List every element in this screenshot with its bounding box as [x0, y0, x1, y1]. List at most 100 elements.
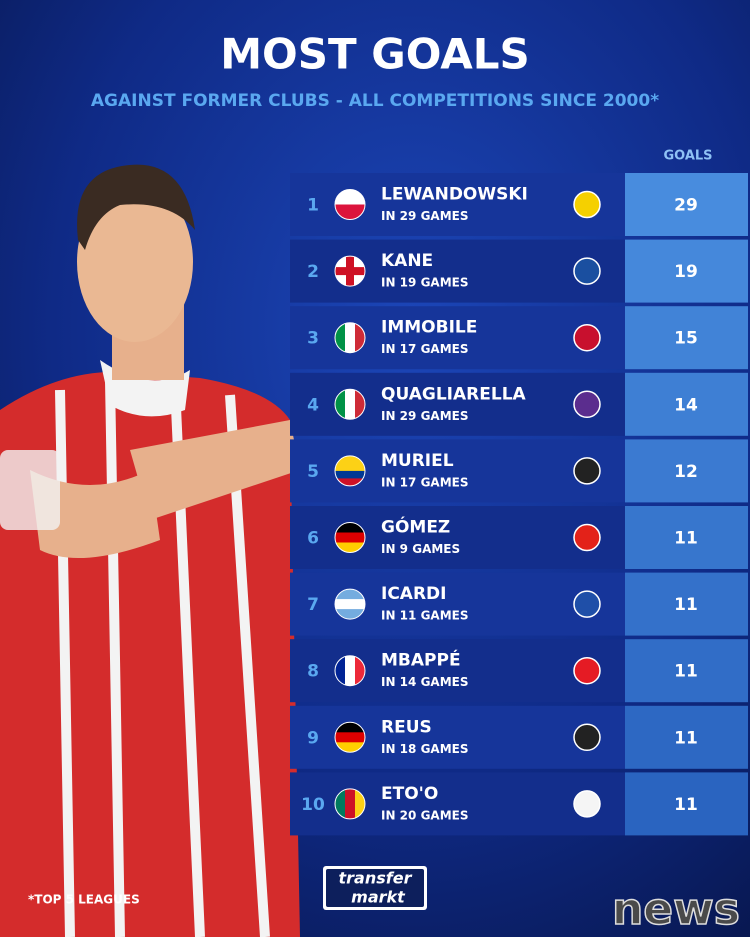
subtitle: AGAINST FORMER CLUBS - ALL COMPETITIONS …: [91, 91, 659, 111]
flag-part: [345, 788, 356, 819]
flag-part: [335, 478, 365, 486]
flag-part: [335, 722, 365, 733]
flag-part: [335, 788, 346, 819]
flag: [335, 722, 365, 753]
goals-cell: [625, 439, 748, 503]
flag-part: [335, 609, 365, 620]
flag-part: [335, 532, 365, 543]
games: IN 29 GAMES: [381, 409, 468, 423]
flag-part: [335, 522, 365, 533]
player-name: GÓMEZ: [381, 516, 450, 538]
player-name: ICARDI: [381, 584, 447, 604]
player-name: KANE: [381, 251, 433, 271]
flag: [335, 256, 365, 287]
flag-part: [335, 599, 365, 610]
brand-logo: transfer markt: [323, 866, 427, 910]
flag-part: [335, 589, 365, 600]
rank: 2: [307, 262, 319, 282]
rank: 8: [307, 662, 319, 682]
ranking-table: 1 LEWANDOWSKI IN 29 GAMES 29 2 KANE IN 19 GAME…: [290, 173, 748, 836]
player-name: MBAPPÉ: [381, 649, 461, 671]
goals-cell: [625, 306, 748, 370]
rank: 1: [307, 196, 319, 216]
flag-part: [335, 732, 365, 743]
rank: 5: [307, 462, 319, 482]
flag-part: [355, 322, 365, 353]
goals: 11: [674, 529, 698, 549]
games: IN 29 GAMES: [381, 209, 468, 223]
goals: 11: [674, 728, 698, 748]
flag: [335, 455, 365, 486]
watermark: news: [612, 884, 740, 935]
player-name: IMMOBILE: [381, 318, 477, 338]
goals-cell: [625, 173, 748, 236]
flag-part: [335, 463, 365, 472]
rank: 4: [307, 395, 319, 415]
flag-part: [335, 542, 365, 553]
flag-border: [334, 189, 366, 220]
rank: 9: [307, 728, 319, 748]
table-row: 2 KANE IN 19 GAMES 19: [290, 239, 748, 303]
flag-border: [334, 255, 366, 287]
flag-part: [355, 389, 365, 420]
player-name: MURIEL: [381, 451, 454, 471]
goals: 11: [674, 795, 698, 815]
flag-part: [335, 455, 365, 464]
flag-border: [334, 455, 366, 487]
flag: [335, 522, 365, 553]
goals: 19: [674, 262, 698, 282]
goals-cell: [625, 639, 748, 703]
rank: 7: [307, 595, 319, 615]
games: IN 20 GAMES: [381, 808, 468, 822]
games: IN 19 GAMES: [381, 276, 468, 290]
flag-part: [345, 389, 356, 420]
flag-part: [335, 655, 346, 686]
table-row: 3 IMMOBILE IN 17 GAMES 15: [290, 306, 748, 370]
footnote: *TOP 5 LEAGUES: [28, 893, 140, 907]
club-badge: [573, 790, 601, 818]
club-badge: [573, 190, 601, 219]
flag-border: [334, 588, 366, 620]
flag: [335, 589, 365, 620]
club-badge: [573, 323, 601, 352]
goals: 11: [674, 595, 698, 615]
games: IN 9 GAMES: [381, 542, 460, 556]
player-name: ETO'O: [381, 784, 438, 804]
goals-cell: [625, 239, 748, 303]
rank: 10: [301, 795, 325, 815]
logo-line1: transfer: [339, 869, 413, 888]
flag: [335, 322, 365, 353]
goals-cell: [625, 506, 748, 569]
table-row: 9 REUS IN 18 GAMES 11: [290, 705, 748, 769]
table-row: 8 MBAPPÉ IN 14 GAMES 11: [290, 639, 748, 703]
club-badge: [573, 390, 601, 419]
flag-border: [334, 655, 366, 687]
flag-border: [334, 788, 366, 820]
rank: 6: [307, 529, 319, 549]
goals-cell: [625, 372, 748, 436]
club-badge: [573, 656, 601, 685]
goals: 29: [674, 196, 698, 216]
flag-part: [335, 389, 346, 420]
goals-cell: [625, 572, 748, 636]
goals-cell: [625, 772, 748, 836]
table-row: 5 MURIEL IN 17 GAMES 12: [290, 439, 748, 503]
games: IN 17 GAMES: [381, 475, 468, 489]
flag-part: [345, 655, 356, 686]
club-badge: [573, 457, 601, 485]
flag: [335, 189, 365, 220]
table-row: 6 GÓMEZ IN 9 GAMES 11: [290, 506, 748, 569]
flag-part: [335, 204, 365, 220]
flag: [335, 788, 365, 819]
flag: [335, 389, 365, 420]
flag-part: [335, 267, 365, 276]
club-badge: [573, 723, 601, 752]
table-row: 10 ETO'O IN 20 GAMES 11: [290, 772, 748, 836]
goals: 12: [674, 462, 698, 482]
goals: 15: [674, 329, 698, 349]
flag-part: [345, 322, 356, 353]
club-badge: [573, 523, 601, 552]
flag-border: [334, 721, 366, 753]
games: IN 17 GAMES: [381, 342, 468, 356]
